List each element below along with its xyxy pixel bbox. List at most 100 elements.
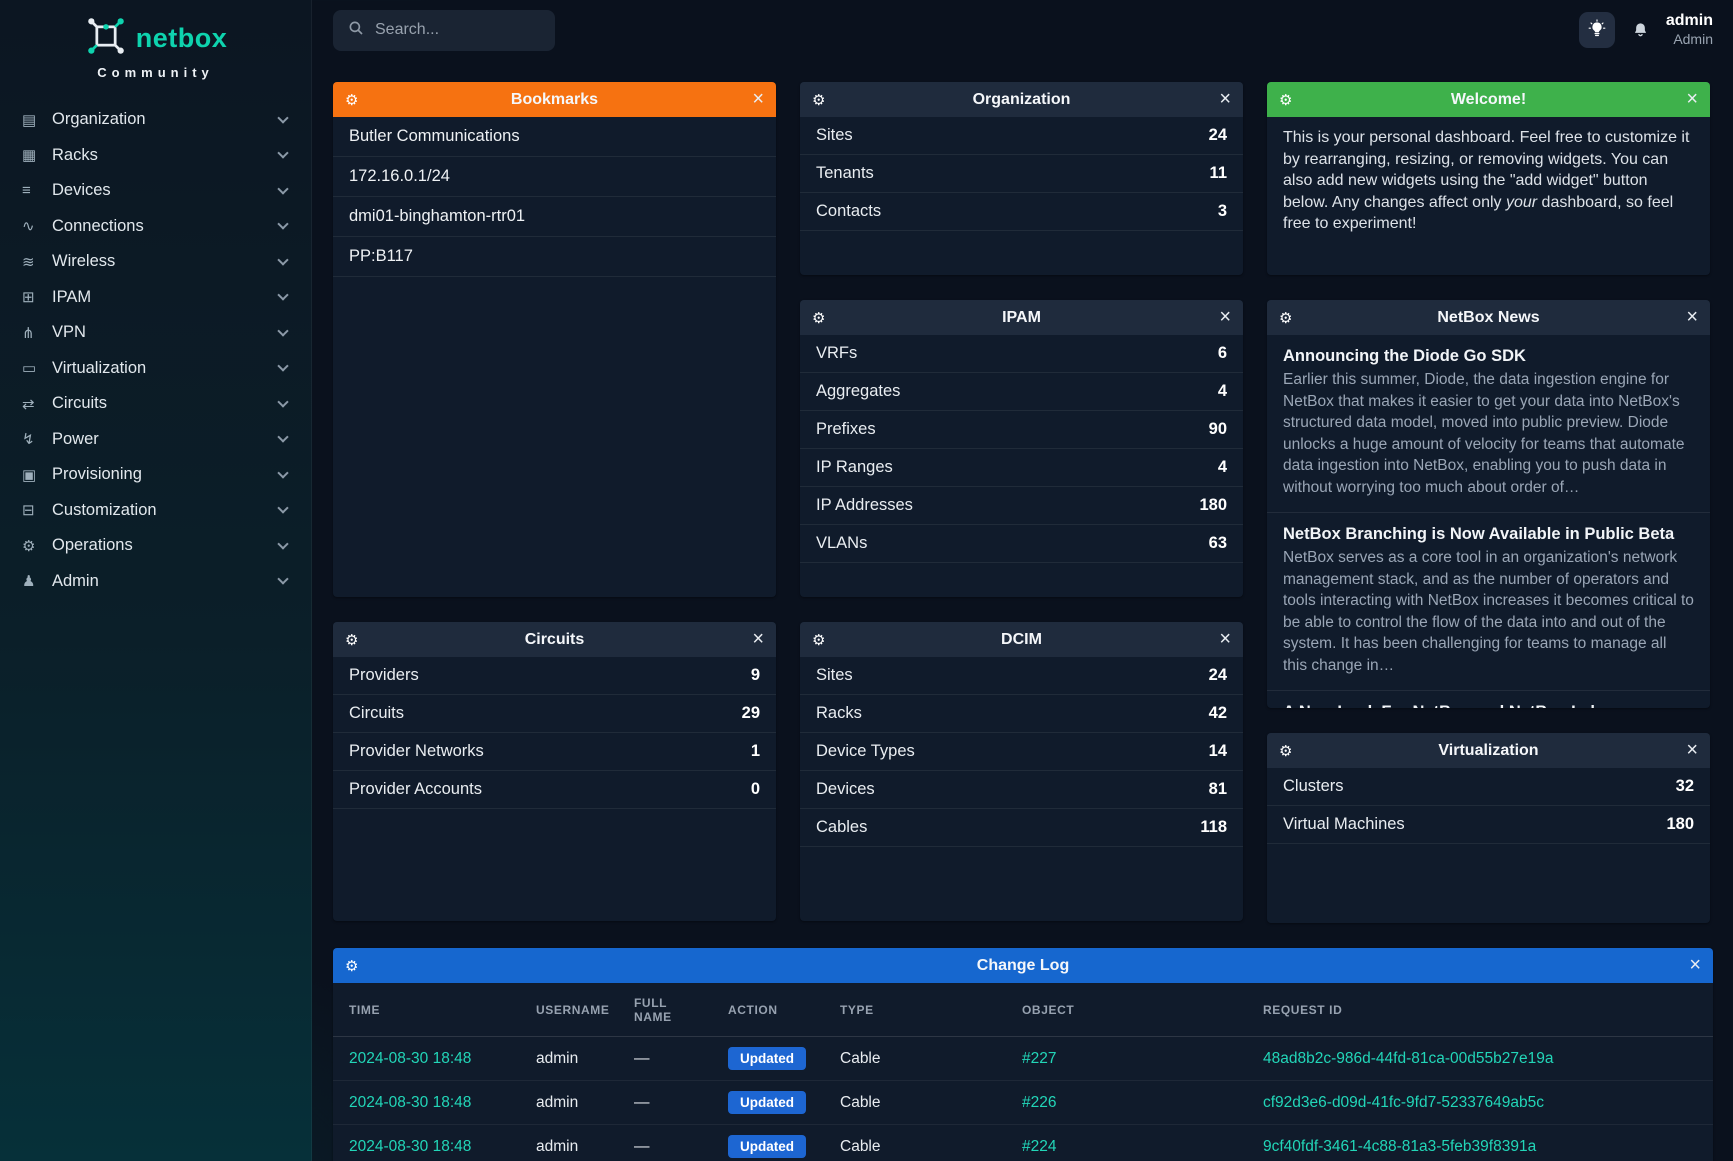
gear-icon[interactable]: ⚙ xyxy=(812,309,826,327)
stat-row[interactable]: Sites 24 xyxy=(800,117,1243,155)
sidebar-item-admin[interactable]: ♟ Admin xyxy=(0,564,311,600)
sidebar-item-racks[interactable]: ▦ Racks xyxy=(0,138,311,174)
sidebar-item-ipam[interactable]: ⊞ IPAM xyxy=(0,280,311,316)
widget-title: DCIM xyxy=(1001,630,1042,648)
rack-icon: ▦ xyxy=(22,147,37,165)
stat-row[interactable]: Cables 118 xyxy=(800,809,1243,847)
stat-row[interactable]: IP Addresses 180 xyxy=(800,487,1243,525)
sidebar-item-provisioning[interactable]: ▣ Provisioning xyxy=(0,457,311,493)
close-icon[interactable]: × xyxy=(1686,739,1698,761)
stat-row[interactable]: Provider Networks 1 xyxy=(333,733,776,771)
sidebar-item-power[interactable]: ↯ Power xyxy=(0,422,311,458)
organization-widget-header[interactable]: ⚙ Organization × xyxy=(800,82,1243,117)
stat-row[interactable]: Aggregates 4 xyxy=(800,373,1243,411)
bookmark-item[interactable]: Butler Communications xyxy=(333,117,776,157)
sidebar-item-operations[interactable]: ⚙ Operations xyxy=(0,528,311,564)
server-stack-icon: ≡ xyxy=(22,182,31,200)
stat-row[interactable]: Tenants 11 xyxy=(800,155,1243,193)
stat-row[interactable]: Providers 9 xyxy=(333,657,776,695)
sidebar-item-organization[interactable]: ▤ Organization xyxy=(0,102,311,138)
close-icon[interactable]: × xyxy=(752,628,764,650)
brand[interactable]: netbox Community xyxy=(0,14,311,80)
close-icon[interactable]: × xyxy=(1686,306,1698,328)
search-input[interactable] xyxy=(375,21,541,39)
gear-icon[interactable]: ⚙ xyxy=(1279,91,1293,109)
sidebar-item-virtualization[interactable]: ▭ Virtualization xyxy=(0,351,311,387)
object-link[interactable]: #226 xyxy=(1022,1093,1057,1111)
news-headline[interactable]: NetBox Branching is Now Available in Pub… xyxy=(1283,525,1675,543)
time-link[interactable]: 2024-08-30 18:48 xyxy=(349,1093,472,1111)
stat-row[interactable]: Prefixes 90 xyxy=(800,411,1243,449)
time-link[interactable]: 2024-08-30 18:48 xyxy=(349,1049,472,1067)
stat-row[interactable]: IP Ranges 4 xyxy=(800,449,1243,487)
sidebar-item-vpn[interactable]: ⋔ VPN xyxy=(0,315,311,351)
stat-row[interactable]: Virtual Machines 180 xyxy=(1267,806,1710,844)
sidebar-item-connections[interactable]: ∿ Connections xyxy=(0,209,311,245)
chevron-down-icon xyxy=(277,573,289,585)
gear-icon[interactable]: ⚙ xyxy=(1279,742,1293,760)
stat-row[interactable]: Devices 81 xyxy=(800,771,1243,809)
close-icon[interactable]: × xyxy=(1686,88,1698,110)
virtualization-widget-header[interactable]: ⚙ Virtualization × xyxy=(1267,733,1710,768)
close-icon[interactable]: × xyxy=(752,88,764,110)
close-icon[interactable]: × xyxy=(1689,954,1701,976)
object-link[interactable]: #227 xyxy=(1022,1049,1057,1067)
stat-value: 6 xyxy=(1217,344,1227,362)
stat-row[interactable]: Circuits 29 xyxy=(333,695,776,733)
welcome-widget-header[interactable]: ⚙ Welcome! × xyxy=(1267,82,1710,117)
stat-row[interactable]: VLANs 63 xyxy=(800,525,1243,563)
notifications-bell-icon[interactable] xyxy=(1631,20,1650,41)
stat-row[interactable]: Device Types 14 xyxy=(800,733,1243,771)
ipam-widget-header[interactable]: ⚙ IPAM × xyxy=(800,300,1243,335)
request-id-link[interactable]: 9cf40fdf-3461-4c88-81a3-5feb39f8391a xyxy=(1263,1137,1537,1155)
news-headline[interactable]: A New Look For NetBox and NetBox Labs xyxy=(1283,703,1694,708)
plug-icon: ∿ xyxy=(22,218,35,236)
action-badge[interactable]: Updated xyxy=(728,1135,806,1158)
stat-label: Clusters xyxy=(1283,777,1344,795)
stat-row[interactable]: VRFs 6 xyxy=(800,335,1243,373)
gear-icon[interactable]: ⚙ xyxy=(345,91,359,109)
sidebar-item-devices[interactable]: ≡ Devices xyxy=(0,173,311,209)
sidebar-item-customization[interactable]: ⊟ Customization xyxy=(0,493,311,529)
close-icon[interactable]: × xyxy=(1219,628,1231,650)
bookmark-item[interactable]: PP:B117 xyxy=(333,237,776,277)
theme-toggle-button[interactable] xyxy=(1578,12,1615,48)
gear-icon[interactable]: ⚙ xyxy=(345,631,359,649)
close-icon[interactable]: × xyxy=(1219,88,1231,110)
search-box[interactable] xyxy=(333,9,555,51)
stat-row[interactable]: Contacts 3 xyxy=(800,193,1243,231)
bookmarks-widget-header[interactable]: ⚙ Bookmarks × xyxy=(333,82,776,117)
news-widget-header[interactable]: ⚙ NetBox News × xyxy=(1267,300,1710,335)
gear-icon[interactable]: ⚙ xyxy=(345,957,359,975)
dcim-widget-header[interactable]: ⚙ DCIM × xyxy=(800,622,1243,657)
stat-row[interactable]: Clusters 32 xyxy=(1267,768,1710,806)
request-id-link[interactable]: 48ad8b2c-986d-44fd-81ca-00d55b27e19a xyxy=(1263,1049,1554,1067)
sidebar-item-circuits[interactable]: ⇄ Circuits xyxy=(0,386,311,422)
news-headline[interactable]: Announcing the Diode Go SDK xyxy=(1283,347,1526,365)
stat-row[interactable]: Sites 24 xyxy=(800,657,1243,695)
gear-icon[interactable]: ⚙ xyxy=(812,91,826,109)
change-log-widget-header[interactable]: ⚙ Change Log × xyxy=(333,948,1713,983)
bookmark-item[interactable]: 172.16.0.1/24 xyxy=(333,157,776,197)
circuits-widget-header[interactable]: ⚙ Circuits × xyxy=(333,622,776,657)
action-badge[interactable]: Updated xyxy=(728,1091,806,1114)
bookmark-item[interactable]: dmi01-binghamton-rtr01 xyxy=(333,197,776,237)
main-content: admin Admin ⚙ Bookmarks × Butle xyxy=(312,0,1733,1161)
user-menu[interactable]: admin Admin xyxy=(1666,11,1713,49)
tunnel-icon: ⋔ xyxy=(22,324,35,342)
gear-icon[interactable]: ⚙ xyxy=(812,631,826,649)
action-badge[interactable]: Updated xyxy=(728,1047,806,1070)
gear-icon[interactable]: ⚙ xyxy=(1279,309,1293,327)
column-header-type: Type xyxy=(828,983,1010,1037)
stat-row[interactable]: Racks 42 xyxy=(800,695,1243,733)
request-id-link[interactable]: cf92d3e6-d09d-41fc-9fd7-52337649ab5c xyxy=(1263,1093,1544,1111)
news-article: NetBox Branching is Now Available in Pub… xyxy=(1267,513,1710,691)
object-link[interactable]: #224 xyxy=(1022,1137,1057,1155)
sidebar-item-wireless[interactable]: ≋ Wireless xyxy=(0,244,311,280)
stat-row[interactable]: Provider Accounts 0 xyxy=(333,771,776,809)
stat-value: 118 xyxy=(1200,818,1227,836)
time-link[interactable]: 2024-08-30 18:48 xyxy=(349,1137,472,1155)
close-icon[interactable]: × xyxy=(1219,306,1231,328)
sidebar-nav: ▤ Organization ▦ Racks ≡ Devices ∿ Conne… xyxy=(0,102,311,599)
sidebar-item-label: Wireless xyxy=(52,252,116,271)
